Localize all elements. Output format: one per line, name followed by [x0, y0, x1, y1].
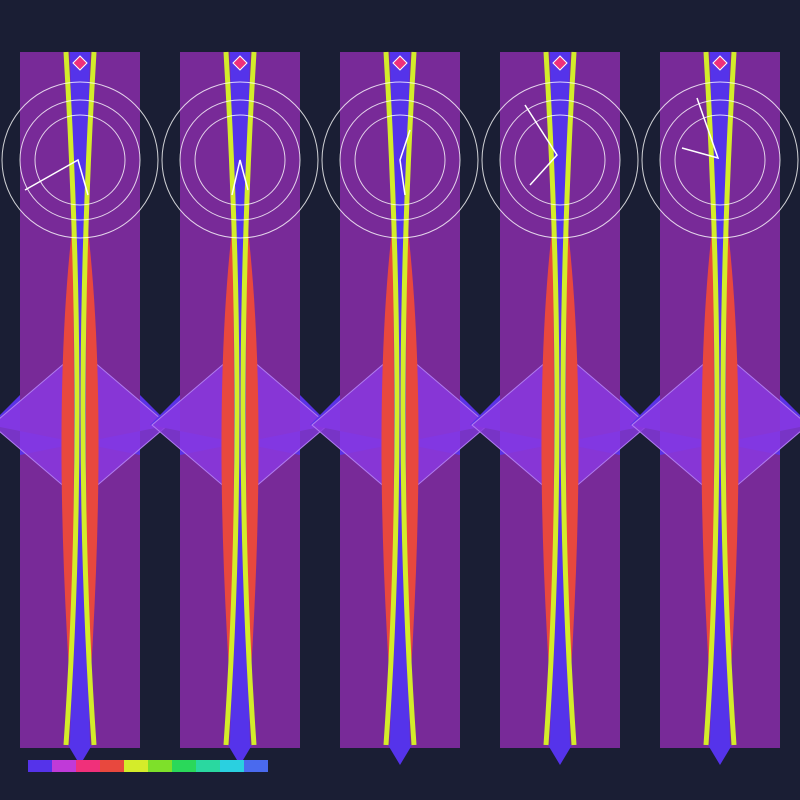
swatch [148, 760, 172, 772]
column [0, 51, 170, 765]
color-strip [28, 760, 268, 772]
yellow-line [240, 51, 257, 746]
ring [659, 99, 781, 221]
ring [19, 99, 141, 221]
yellow-line [63, 51, 80, 746]
ring [179, 99, 301, 221]
column [470, 51, 650, 765]
yellow-line [383, 51, 400, 746]
clock-hand [231, 159, 249, 196]
ring [481, 81, 639, 239]
ring [194, 114, 286, 206]
clock-hand [399, 129, 411, 196]
swatch [52, 760, 76, 772]
pink-gem [712, 55, 728, 71]
ring [354, 114, 446, 206]
columns [0, 51, 800, 765]
ring [641, 81, 799, 239]
swatch [76, 760, 100, 772]
ring [499, 99, 621, 221]
swatch [196, 760, 220, 772]
yellow-line [400, 51, 417, 746]
pink-gem [72, 55, 88, 71]
column [310, 51, 490, 765]
ring [514, 114, 606, 206]
yellow-line [543, 51, 560, 746]
pink-gem [232, 55, 248, 71]
yellow-line [80, 51, 97, 746]
yellow-line [720, 51, 737, 746]
yellow-line [223, 51, 240, 746]
ring [339, 99, 461, 221]
swatch [172, 760, 196, 772]
pink-gem [392, 55, 408, 71]
clock-hand [524, 104, 558, 186]
clock-hand [681, 97, 720, 160]
column [150, 51, 330, 765]
swatch [244, 760, 268, 772]
swatch [124, 760, 148, 772]
ring [1, 81, 159, 239]
ring [674, 114, 766, 206]
ring [34, 114, 126, 206]
yellow-line [560, 51, 577, 746]
pink-gem [552, 55, 568, 71]
clock-hand [24, 158, 89, 196]
column [630, 51, 800, 765]
swatch [100, 760, 124, 772]
swatch [220, 760, 244, 772]
swatch [28, 760, 52, 772]
ring [321, 81, 479, 239]
ring [161, 81, 319, 239]
